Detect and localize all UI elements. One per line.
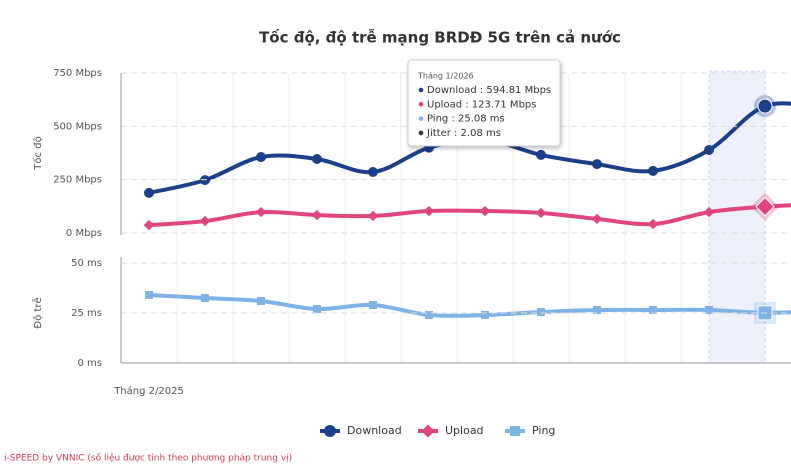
point — [367, 210, 379, 222]
y-tick-label: 0 Mbps — [66, 228, 102, 239]
point — [649, 306, 657, 314]
tooltip-dot — [418, 87, 424, 93]
series-line — [147, 203, 791, 228]
point — [256, 152, 266, 163]
point — [536, 149, 546, 160]
point — [757, 98, 773, 114]
legend-marker — [421, 424, 435, 438]
point — [311, 209, 323, 221]
tooltip-dot — [418, 130, 424, 136]
point — [255, 206, 267, 218]
y2-axis-title: Độ trễ — [31, 297, 44, 328]
point — [592, 159, 602, 170]
y-axis-title: Tốc độ — [32, 136, 44, 170]
point — [537, 308, 545, 316]
point — [368, 166, 378, 177]
y-tick-label: 50 ms — [71, 258, 102, 269]
point — [369, 301, 377, 309]
y-tick-label: 500 Mbps — [53, 121, 102, 132]
point — [201, 294, 209, 302]
point — [199, 215, 211, 227]
plot-area — [143, 70, 791, 364]
point — [313, 305, 321, 313]
footnote: i-SPEED by VNNIC (số liệu được tính theo… — [4, 453, 292, 464]
legend-label: Upload — [445, 424, 484, 437]
point — [647, 218, 659, 230]
point — [423, 205, 435, 217]
legend-label: Download — [347, 424, 402, 437]
point — [593, 306, 601, 314]
tooltip-title: Tháng 1/2026 — [417, 72, 474, 81]
point — [703, 206, 715, 218]
point — [535, 207, 547, 219]
point — [648, 165, 658, 176]
point — [425, 311, 433, 319]
legend-label: Ping — [532, 424, 555, 437]
legend-marker — [510, 426, 520, 436]
point — [479, 205, 491, 217]
point — [705, 306, 713, 314]
chart-title: Tốc độ, độ trễ mạng BRDĐ 5G trên cả nước — [259, 28, 621, 47]
tooltip-line: Ping : 25.08 ms — [427, 114, 505, 125]
y-tick-label: 750 Mbps — [53, 68, 102, 79]
point — [143, 219, 155, 231]
point — [257, 297, 265, 305]
tooltip-line: Jitter : 2.08 ms — [426, 128, 501, 139]
x-tick-label: Tháng 2/2025 — [113, 385, 184, 397]
point — [704, 145, 714, 156]
tooltip-dot — [418, 116, 424, 121]
tooltip-box — [407, 59, 561, 147]
tooltip-dot — [418, 102, 424, 107]
point — [591, 213, 603, 225]
point — [755, 196, 775, 217]
y-tick-label: 0 ms — [78, 358, 103, 369]
point — [481, 311, 489, 319]
point — [144, 187, 154, 198]
point — [145, 291, 153, 299]
y-tick-label: 250 Mbps — [53, 175, 102, 186]
legend-marker — [324, 425, 336, 437]
axis-break — [118, 235, 126, 257]
tooltip-line: Download : 594.81 Mbps — [427, 85, 551, 96]
tooltip-line: Upload : 123.71 Mbps — [427, 99, 536, 110]
y-tick-label: 25 ms — [71, 308, 102, 319]
point — [312, 153, 322, 164]
